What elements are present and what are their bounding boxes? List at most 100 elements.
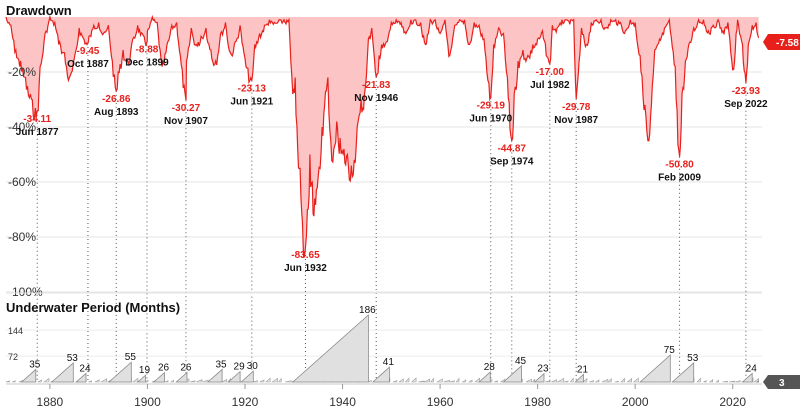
underwater-period	[107, 361, 132, 383]
underwater-period-label: 53	[67, 353, 79, 364]
underwater-minor-period	[392, 380, 398, 383]
underwater-minor-period	[626, 377, 632, 383]
underwater-period-label: 26	[180, 363, 192, 374]
underwater-minor-period	[94, 379, 100, 383]
x-tick-label: 1880	[37, 395, 64, 409]
underwater-minor-period	[449, 380, 455, 383]
underwater-minor-period	[708, 378, 714, 383]
underwater-minor-period	[37, 379, 42, 383]
underwater-minor-period	[735, 380, 741, 383]
drawdown-line	[5, 14, 760, 258]
underwater-period-label: 55	[125, 352, 137, 363]
underwater-minor-period	[265, 377, 271, 383]
trough-date-label: Sep 1974	[490, 156, 534, 167]
underwater-minor-period	[461, 379, 467, 383]
underwater-minor-period	[614, 380, 619, 383]
underwater-minor-period	[5, 380, 10, 383]
trough-value-label: -44.87	[498, 143, 527, 154]
underwater-minor-period	[531, 378, 536, 383]
trough-value-label: -26.86	[102, 94, 131, 105]
underwater-period-label: 23	[537, 364, 549, 375]
underwater-minor-period	[131, 377, 139, 383]
underwater-period	[227, 370, 241, 383]
trough-date-label: Sep 2022	[724, 99, 768, 110]
underwater-minor-period	[525, 378, 532, 383]
underwater-minor-period	[589, 380, 594, 383]
underwater-minor-period	[423, 378, 430, 383]
underwater-periods	[5, 314, 759, 383]
x-tick-label: 1940	[329, 395, 356, 409]
underwater-minor-period	[728, 380, 735, 383]
current-underwater-badge: 3	[763, 375, 800, 389]
x-tick-label: 1960	[427, 395, 454, 409]
underwater-period-label: 30	[247, 361, 259, 372]
underwater-minor-period	[411, 377, 417, 383]
trough-date-label: Dec 1899	[125, 57, 169, 68]
trough-value-label: -23.93	[732, 86, 761, 97]
underwater-minor-period	[259, 379, 265, 383]
underwater-minor-period	[594, 379, 600, 383]
underwater-minor-period	[88, 380, 92, 383]
underwater-minor-period	[398, 378, 404, 383]
underwater-period	[152, 371, 165, 383]
underwater-minor-period	[164, 380, 169, 383]
underwater-period-label: 35	[29, 359, 41, 370]
trough-value-label: -34.11	[23, 114, 51, 125]
underwater-minor-period	[455, 377, 460, 383]
underwater-minor-period	[144, 379, 149, 383]
underwater-minor-period	[43, 377, 50, 383]
trough-date-label: Jun 1921	[230, 97, 273, 108]
underwater-minor-period	[569, 377, 574, 383]
underwater-minor-period	[632, 377, 639, 383]
underwater-minor-period	[715, 379, 719, 383]
current-drawdown-badge-shape	[763, 34, 800, 50]
drawdown-y-tick-label: -60%	[8, 175, 36, 189]
underwater-period	[50, 362, 74, 383]
x-tick-label: 1920	[232, 395, 259, 409]
underwater-minor-period	[556, 377, 565, 383]
underwater-period	[240, 370, 254, 383]
trough-date-label: Feb 2009	[658, 173, 701, 184]
trough-date-label: Jun 1877	[16, 127, 59, 138]
underwater-period	[20, 368, 37, 383]
trough-value-label: -29.78	[562, 102, 591, 113]
underwater-period-label: 24	[79, 363, 91, 374]
underwater-period	[533, 372, 545, 383]
drawdown-y-tick-label: -40%	[8, 120, 36, 134]
underwater-minor-period	[601, 378, 609, 383]
underwater-minor-period	[277, 377, 282, 383]
x-tick-label: 1900	[134, 395, 161, 409]
underwater-minor-period	[467, 379, 473, 383]
x-tick-label: 1980	[524, 395, 551, 409]
drawdown-y-tick-label: -100%	[8, 285, 43, 299]
current-drawdown-badge: -7.58	[763, 34, 800, 50]
underwater-period	[136, 374, 146, 383]
trough-annotations: -34.11 Jun 1877 -9.45 Oct 1887 -26.86 Aug 189…	[16, 44, 768, 274]
underwater-minor-period	[703, 380, 707, 383]
drawdown-area	[6, 17, 759, 257]
trough-value-label: -30.27	[172, 103, 201, 114]
trough-date-label: Nov 1987	[554, 115, 598, 126]
trough-value-label: -83.65	[291, 250, 320, 261]
underwater-minor-period	[196, 379, 203, 383]
underwater-minor-period	[271, 377, 278, 383]
underwater-y-tick-label: 72	[8, 352, 18, 362]
underwater-period	[371, 366, 390, 383]
underwater-period	[741, 372, 753, 383]
trough-value-label: -23.13	[238, 84, 267, 95]
trough-date-label: Oct 1887	[67, 59, 109, 70]
underwater-minor-period	[620, 377, 625, 383]
underwater-current-period	[755, 380, 759, 383]
underwater-period	[671, 362, 695, 383]
underwater-period-label: 26	[158, 363, 170, 374]
underwater-period	[639, 354, 671, 383]
trough-date-label: Nov 1946	[354, 93, 398, 104]
underwater-period-label: 53	[687, 353, 699, 364]
trough-date-label: Jun 1932	[284, 263, 327, 274]
trough-date-label: Jun 1970	[469, 113, 512, 124]
underwater-minor-period	[202, 379, 209, 383]
trough-value-label: -29.19	[477, 100, 506, 111]
underwater-period	[175, 371, 188, 383]
underwater-period-label: 19	[139, 365, 151, 376]
underwater-period	[574, 373, 584, 383]
